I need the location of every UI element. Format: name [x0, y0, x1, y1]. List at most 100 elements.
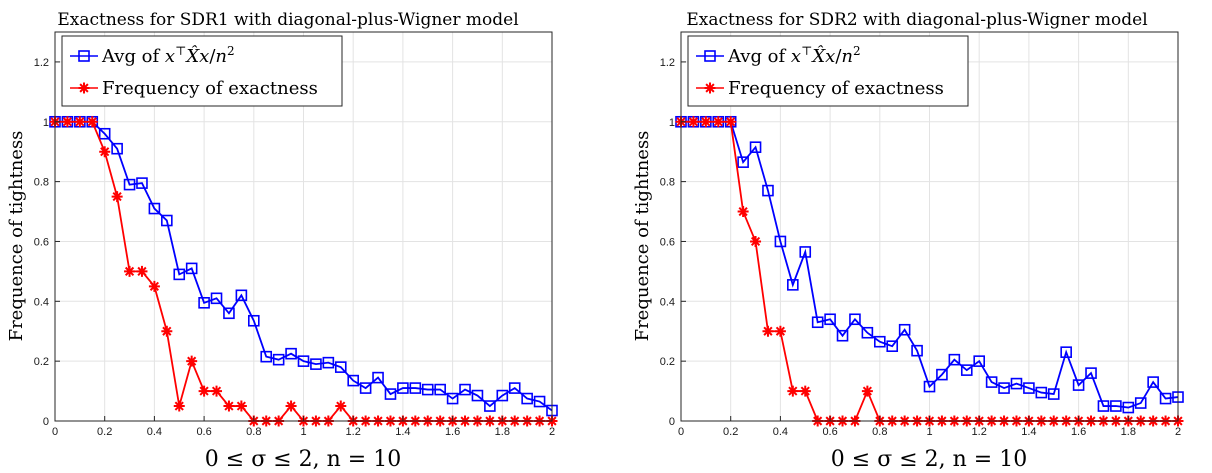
data-point-square: [787, 279, 799, 291]
data-point-star: [285, 400, 297, 412]
y-tick-label: 0.2: [34, 356, 49, 368]
data-point-square: [1122, 401, 1135, 414]
data-point-square: [521, 392, 533, 405]
legend-label-avg: Avg of x⊤X̂x/n2: [727, 44, 861, 67]
data-point-square: [161, 214, 173, 227]
legend-star-marker-icon: [704, 82, 716, 94]
y-tick-label: 0.8: [34, 177, 49, 189]
data-point-square: [998, 382, 1010, 394]
data-point-star: [725, 116, 737, 128]
data-point-square: [898, 323, 911, 336]
y-tick-label: 0.8: [660, 177, 675, 189]
data-point-square: [1159, 392, 1172, 405]
legend-label-frequency: Frequency of exactness: [728, 78, 944, 99]
data-point-square: [1147, 376, 1159, 388]
data-point-square: [811, 316, 824, 329]
x-tick-label: 0.2: [97, 426, 112, 438]
data-point-square: [347, 374, 360, 387]
y-axis-label: Frequence of tightness: [632, 131, 653, 342]
data-point-square: [749, 141, 762, 154]
data-point-star: [335, 400, 347, 412]
data-point-square: [936, 368, 948, 381]
data-point-square: [960, 364, 973, 376]
x-tick-label: 1.2: [346, 426, 361, 438]
data-point-square: [1085, 367, 1097, 379]
y-tick-label: 1.2: [34, 57, 49, 69]
y-tick-label: 0.6: [34, 236, 49, 248]
data-point-square: [484, 400, 496, 412]
data-point-square: [272, 353, 285, 366]
data-point-square: [285, 347, 297, 360]
data-point-square: [297, 355, 310, 367]
data-point-square: [1134, 397, 1147, 409]
legend-star-marker-icon: [78, 82, 90, 94]
x-tick-label: 1.6: [445, 426, 460, 438]
legend: Avg of x⊤X̂x/n2 Frequency of exactness: [687, 35, 969, 107]
y-tick-label: 0.6: [660, 236, 675, 248]
data-point-square: [446, 392, 459, 405]
data-point-star: [124, 265, 136, 277]
data-point-square: [836, 329, 849, 342]
x-tick-label: 1.4: [1021, 426, 1036, 438]
data-point-star: [750, 235, 762, 247]
data-point-square: [334, 361, 347, 373]
data-point-square: [248, 314, 260, 327]
x-tick-label: 2: [549, 426, 555, 438]
data-point-star: [198, 385, 210, 397]
data-point-square: [1035, 386, 1048, 399]
data-point-star: [161, 325, 173, 337]
series-line-0: [55, 120, 553, 412]
x-tick-label: 0: [52, 426, 58, 438]
data-point-square: [223, 307, 235, 320]
axes-frame: [54, 31, 553, 422]
data-point-square: [434, 383, 446, 396]
data-point-star: [211, 385, 223, 397]
legend-square-marker-icon: [78, 50, 90, 62]
data-point-star: [861, 385, 873, 397]
data-point-star: [799, 385, 811, 397]
data-point-square: [861, 326, 874, 339]
data-point-star: [136, 265, 148, 277]
axes-frame: [680, 31, 1179, 422]
data-point-square: [849, 313, 861, 326]
data-point-square: [98, 127, 111, 140]
x-tick-label: 0.8: [872, 426, 887, 438]
x-tick-label: 1: [926, 426, 932, 438]
data-point-square: [136, 177, 148, 189]
data-point-star: [712, 116, 724, 128]
y-tick-label: 1: [669, 117, 675, 129]
data-point-square: [397, 382, 409, 394]
star-icon: [78, 82, 90, 94]
data-point-square: [824, 313, 836, 326]
data-point-square: [911, 344, 923, 357]
data-point-square: [496, 389, 509, 402]
data-point-square: [1060, 346, 1072, 358]
x-tick-label: 1.4: [395, 426, 410, 438]
chart-sdr1: Exactness for SDR1 with diagonal-plus-Wi…: [6, 10, 558, 472]
data-point-square: [1047, 388, 1060, 400]
x-tick-label: 0.6: [822, 426, 837, 438]
data-point-square: [471, 389, 484, 402]
data-point-square: [948, 353, 961, 366]
data-point-square: [123, 178, 136, 191]
data-point-square: [148, 202, 161, 215]
x-tick-label: 0: [678, 426, 684, 438]
data-point-square: [762, 184, 774, 197]
legend: Avg of x⊤X̂x/n2 Frequency of exactness: [61, 35, 343, 107]
data-point-square: [173, 268, 186, 281]
data-point-star: [86, 116, 98, 128]
y-tick-label: 0.4: [34, 296, 49, 308]
data-point-square: [1110, 400, 1122, 412]
data-point-square: [185, 262, 198, 275]
data-point-star: [173, 400, 185, 412]
data-point-square: [409, 382, 422, 394]
data-point-square: [359, 382, 372, 394]
data-point-square: [1072, 379, 1085, 391]
y-tick-label: 0.4: [660, 296, 675, 308]
data-point-square: [886, 340, 899, 352]
data-point-star: [223, 400, 235, 412]
data-point-square: [384, 388, 397, 400]
legend-label-frequency: Frequency of exactness: [102, 78, 318, 99]
y-tick-label: 1: [43, 117, 49, 129]
